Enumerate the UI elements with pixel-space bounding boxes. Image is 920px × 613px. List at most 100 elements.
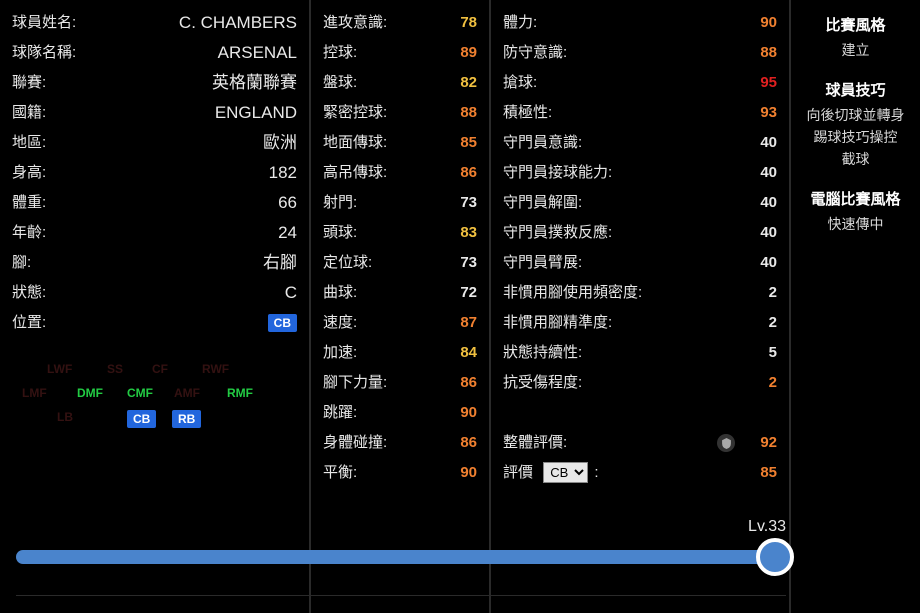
- label-condition: 狀態:: [12, 278, 46, 308]
- stat-value: 86: [441, 158, 477, 188]
- value-weight: 66: [278, 188, 297, 218]
- cpu-title: 電腦比賽風格: [795, 188, 916, 209]
- stat-value: 40: [741, 248, 777, 278]
- eval-value: 85: [741, 458, 777, 488]
- stat-label: 非慣用腳精準度:: [503, 308, 612, 338]
- stat-value: 86: [441, 428, 477, 458]
- stat-row: 守門員解圍: 40: [503, 188, 777, 218]
- formation-pos-lwf: LWF: [47, 362, 72, 376]
- stat-label: 進攻意識:: [323, 8, 387, 38]
- label-weight: 體重:: [12, 188, 46, 218]
- eval-position-select[interactable]: CB: [543, 462, 588, 483]
- stat-value: 5: [741, 338, 777, 368]
- formation-map: LWFSSCFRWFLMFDMFCMFAMFRMFLBCBRB: [12, 362, 297, 452]
- formation-pos-amf: AMF: [174, 386, 200, 400]
- value-foot: 右腳: [263, 248, 297, 278]
- stat-value: 73: [441, 248, 477, 278]
- stat-row: 盤球:82: [323, 68, 477, 98]
- skill-item: 截球: [795, 148, 916, 170]
- stat-label: 曲球:: [323, 278, 357, 308]
- stat-label: 守門員接球能力:: [503, 158, 612, 188]
- stat-value: 2: [741, 278, 777, 308]
- stat-label: 定位球:: [323, 248, 372, 278]
- stat-label: 高吊傳球:: [323, 158, 387, 188]
- label-region: 地區:: [12, 128, 46, 158]
- formation-pos-cf: CF: [152, 362, 168, 376]
- stat-label: 防守意識:: [503, 38, 567, 68]
- level-slider-thumb[interactable]: [756, 538, 794, 576]
- stat-row: 速度: 87: [323, 308, 477, 338]
- stat-label: 加速:: [323, 338, 357, 368]
- stat-value: 2: [741, 308, 777, 338]
- stat-row: 緊密控球: 88: [323, 98, 477, 128]
- level-label: Lv.33: [748, 518, 786, 536]
- formation-pos-dmf: DMF: [77, 386, 103, 400]
- stat-label: 抗受傷程度:: [503, 368, 582, 398]
- label-nationality: 國籍:: [12, 98, 46, 128]
- stat-label: 守門員撲救反應:: [503, 218, 612, 248]
- value-region: 歐洲: [263, 128, 297, 158]
- stat-value: 84: [441, 338, 477, 368]
- value-nationality: ENGLAND: [215, 98, 297, 128]
- value-player-name: C. CHAMBERS: [179, 8, 297, 38]
- stat-value: 40: [741, 128, 777, 158]
- formation-pos-rmf: RMF: [227, 386, 253, 400]
- stat-row: 守門員接球能力:40: [503, 158, 777, 188]
- stat-row: 高吊傳球: 86: [323, 158, 477, 188]
- skill-item: 向後切球並轉身: [795, 104, 916, 126]
- stat-row: 抗受傷程度: 2: [503, 368, 777, 398]
- label-player-name: 球員姓名:: [12, 8, 76, 38]
- skill-item: 踢球技巧操控: [795, 126, 916, 148]
- formation-pos-ss: SS: [107, 362, 123, 376]
- label-height: 身高:: [12, 158, 46, 188]
- stat-label: 守門員解圍:: [503, 188, 582, 218]
- style-title: 比賽風格: [795, 14, 916, 35]
- label-age: 年齡:: [12, 218, 46, 248]
- stat-label: 腳下力量:: [323, 368, 387, 398]
- overall-row: 整體評價: 92: [503, 428, 777, 458]
- stat-value: 88: [441, 98, 477, 128]
- stat-row: 曲球: 72: [323, 278, 477, 308]
- stat-row: 非慣用腳精準度: 2: [503, 308, 777, 338]
- stat-row: 積極性:93: [503, 98, 777, 128]
- stat-row: 守門員臂展: 40: [503, 248, 777, 278]
- stat-row: 防守意識: 88: [503, 38, 777, 68]
- stat-value: 90: [441, 398, 477, 428]
- stat-label: 守門員意識:: [503, 128, 582, 158]
- value-team: ARSENAL: [218, 38, 297, 68]
- stat-value: 93: [741, 98, 777, 128]
- label-foot: 腳:: [12, 248, 31, 278]
- stat-row: 進攻意識:78: [323, 8, 477, 38]
- stat-row: 平衡:90: [323, 458, 477, 488]
- formation-pos-cb: CB: [127, 410, 156, 428]
- formation-pos-rwf: RWF: [202, 362, 229, 376]
- stat-value: 95: [741, 68, 777, 98]
- stat-row: 搶球:95: [503, 68, 777, 98]
- stat-value: 40: [741, 188, 777, 218]
- formation-pos-lb: LB: [57, 410, 73, 424]
- stat-label: 緊密控球:: [323, 98, 387, 128]
- value-position: CB: [268, 308, 297, 338]
- stat-value: 2: [741, 368, 777, 398]
- stat-label: 速度:: [323, 308, 357, 338]
- stat-row: 加速: 84: [323, 338, 477, 368]
- position-badge: CB: [268, 314, 297, 332]
- level-slider-area: Lv.33: [16, 518, 786, 590]
- level-slider-track[interactable]: [16, 550, 776, 564]
- stat-row: 腳下力量:86: [323, 368, 477, 398]
- stat-row: 跳躍: 90: [323, 398, 477, 428]
- label-league: 聯賽:: [12, 68, 46, 98]
- shield-icon: [717, 434, 735, 452]
- value-league: 英格蘭聯賽: [212, 68, 297, 98]
- stat-value: 87: [441, 308, 477, 338]
- stat-row: 射門:73: [323, 188, 477, 218]
- stat-row: 身體碰撞:86: [323, 428, 477, 458]
- stat-label: 跳躍:: [323, 398, 357, 428]
- formation-pos-cmf: CMF: [127, 386, 153, 400]
- stat-value: 72: [441, 278, 477, 308]
- eval-row: 評價 CB : 85: [503, 458, 777, 488]
- stat-value: 89: [441, 38, 477, 68]
- stat-value: 88: [741, 38, 777, 68]
- stat-label: 守門員臂展:: [503, 248, 582, 278]
- bottom-divider: [16, 595, 786, 596]
